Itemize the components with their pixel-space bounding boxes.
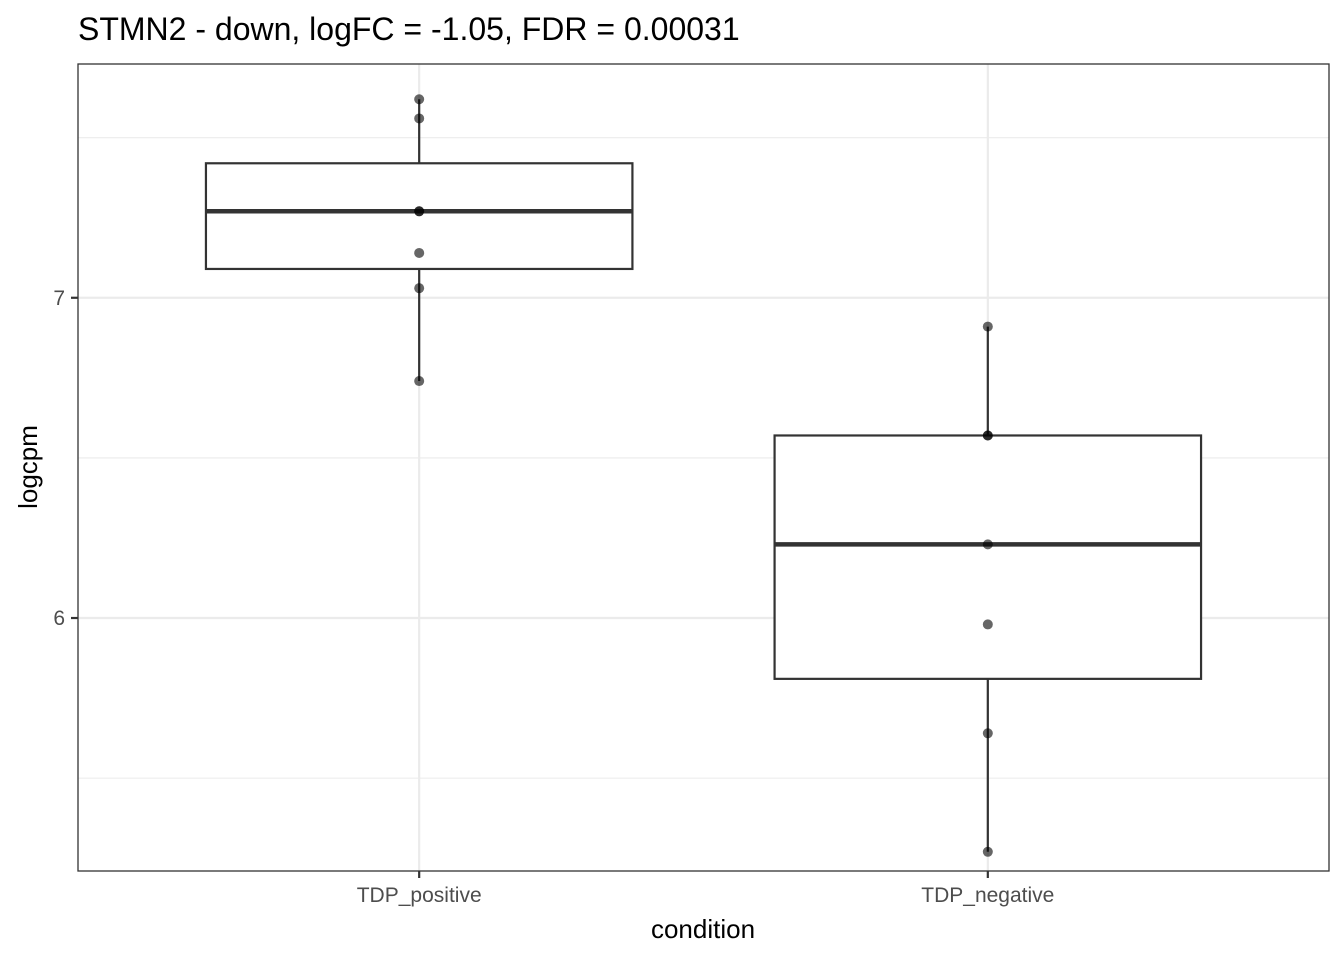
box-iqr	[773, 434, 1203, 680]
data-point	[982, 539, 993, 550]
y-tick-label: 7	[53, 287, 65, 310]
data-point	[414, 376, 425, 387]
y-tick-label: 6	[53, 607, 65, 630]
data-point	[982, 728, 993, 739]
data-point	[982, 846, 993, 857]
x-tick-label: TDP_positive	[357, 884, 482, 907]
data-point	[414, 283, 425, 294]
chart-title: STMN2 - down, logFC = -1.05, FDR = 0.000…	[78, 11, 740, 47]
data-point	[414, 206, 425, 217]
data-point	[982, 430, 993, 441]
data-point	[414, 113, 425, 124]
data-point	[414, 247, 425, 258]
x-axis-title: condition	[651, 914, 755, 944]
y-axis-title: logcpm	[13, 425, 43, 509]
data-point	[982, 321, 993, 332]
plot-panel-border	[77, 63, 1330, 872]
data-point	[982, 619, 993, 630]
data-point	[414, 94, 425, 105]
x-tick-label: TDP_negative	[921, 884, 1054, 907]
